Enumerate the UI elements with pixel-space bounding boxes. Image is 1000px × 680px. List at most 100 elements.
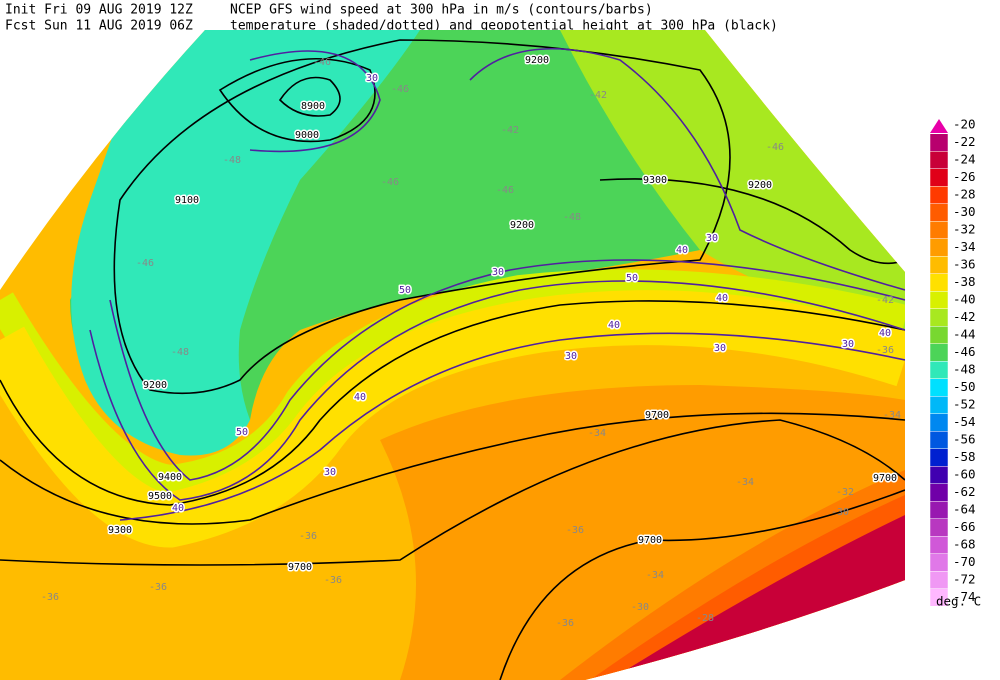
colorbar-box (929, 413, 949, 432)
height-label: 9100 (175, 195, 199, 206)
wind-label: 40 (676, 245, 688, 256)
colorbar-label: -58 (953, 449, 976, 464)
height-label: 9500 (148, 491, 172, 502)
colorbar-box (929, 133, 949, 152)
wind-label: 30 (492, 267, 504, 278)
colorbar-label: -46 (953, 344, 976, 359)
temperature-label: -42 (589, 90, 607, 101)
wind-label: 30 (842, 339, 854, 350)
wind-label: 40 (716, 293, 728, 304)
temperature-label: -36 (566, 525, 584, 536)
height-label: 9700 (873, 473, 897, 484)
colorbar-box (929, 553, 949, 572)
temperature-label: -48 (563, 212, 581, 223)
height-label: 9200 (510, 220, 534, 231)
colorbar-label: -48 (953, 362, 976, 377)
colorbar-label: -20 (953, 117, 976, 132)
colorbar-label: -34 (953, 239, 976, 254)
temperature-label: -36 (149, 582, 167, 593)
height-label: 8900 (301, 101, 325, 112)
colorbar-label: -36 (953, 257, 976, 272)
colorbar-label: -32 (953, 222, 976, 237)
temperature-label: -34 (588, 428, 606, 439)
colorbar-label: -60 (953, 467, 976, 482)
wind-label: 30 (706, 233, 718, 244)
map: 8900 9000 9100 9200 9300 9200 9200 9200 9700 9700… (0, 30, 905, 680)
colorbar-box (929, 291, 949, 309)
colorbar-box (929, 501, 949, 519)
shade (0, 269, 905, 496)
temperature-label: -46 (391, 84, 409, 95)
wind-label: 50 (626, 273, 638, 284)
colorbar-unit: deg. C (936, 594, 981, 609)
colorbar-label: -40 (953, 292, 976, 307)
wind-label: 30 (366, 73, 378, 84)
colorbar-arrow (930, 119, 948, 133)
colorbar-box (929, 361, 949, 379)
fcst-time: Fcst Sun 11 AUG 2019 06Z (5, 19, 193, 34)
temperature-label: -36 (876, 345, 894, 356)
temperature-label: -48 (171, 347, 189, 358)
wind-label: 50 (399, 285, 411, 296)
wind-label: 30 (324, 467, 336, 478)
colorbar-label: -28 (953, 187, 976, 202)
wind-label: 40 (879, 328, 891, 339)
colorbar-label: -26 (953, 169, 976, 184)
colorbar-box (929, 466, 949, 484)
init-time: Init Fri 09 AUG 2019 12Z (5, 3, 193, 18)
temperature-label: -32 (836, 487, 854, 498)
colorbar-label: -38 (953, 274, 976, 289)
shade (0, 290, 905, 548)
height-label: 9200 (143, 380, 167, 391)
colorbar-label: -72 (953, 572, 976, 587)
height-label: 9300 (643, 175, 667, 186)
wind-contours (89, 47, 905, 521)
colorbar-box (929, 273, 949, 292)
colorbar-label: -62 (953, 484, 976, 499)
temperature-label: -36 (324, 575, 342, 586)
colorbar-box (929, 448, 949, 467)
temperature-label: -46 (766, 142, 784, 153)
temperature-label: -42 (876, 295, 894, 306)
temperature-label: -46 (136, 258, 154, 269)
colorbar-label: -50 (953, 379, 976, 394)
height-label: 9300 (108, 525, 132, 536)
colorbar-label: -44 (953, 327, 976, 342)
colorbar-label: -56 (953, 432, 976, 447)
wind-label: 40 (172, 503, 184, 514)
colorbar-box (929, 151, 949, 169)
temperature-label: -34 (736, 477, 754, 488)
shade (560, 30, 905, 330)
height-label: 9700 (288, 562, 312, 573)
height-label: 9200 (525, 55, 549, 66)
temperature-label: -36 (41, 592, 59, 603)
colorbar-box (929, 536, 949, 554)
title-line1: NCEP GFS wind speed at 300 hPa in m/s (c… (230, 3, 653, 18)
temperature-label: -42 (501, 125, 519, 136)
colorbar-box (929, 186, 949, 204)
temperature-label: -30 (631, 602, 649, 613)
colorbar-box (929, 378, 949, 397)
height-label: 9700 (645, 410, 669, 421)
temperature-label: -46 (313, 57, 331, 68)
colorbar-label: -68 (953, 537, 976, 552)
colorbar-box (929, 203, 949, 222)
colorbar-box (929, 588, 949, 607)
colorbar-label: -22 (953, 134, 976, 149)
colorbar-label: -52 (953, 397, 976, 412)
colorbar-label: -42 (953, 309, 976, 324)
temperature-label: -28 (696, 613, 714, 624)
wind-label: 30 (714, 343, 726, 354)
colorbar-box (929, 571, 949, 589)
colorbar-box (929, 343, 949, 362)
temperature-label: -30 (831, 507, 849, 518)
title-line2: temperature (shaded/dotted) and geopoten… (230, 19, 778, 34)
wind-label: 40 (354, 392, 366, 403)
colorbar-label: -74 (953, 589, 976, 604)
wind-label: 50 (236, 427, 248, 438)
colorbar-box (929, 308, 949, 327)
temperature-label: -46 (381, 177, 399, 188)
wind-label: 30 (565, 351, 577, 362)
temperature-label: -48 (223, 155, 241, 166)
